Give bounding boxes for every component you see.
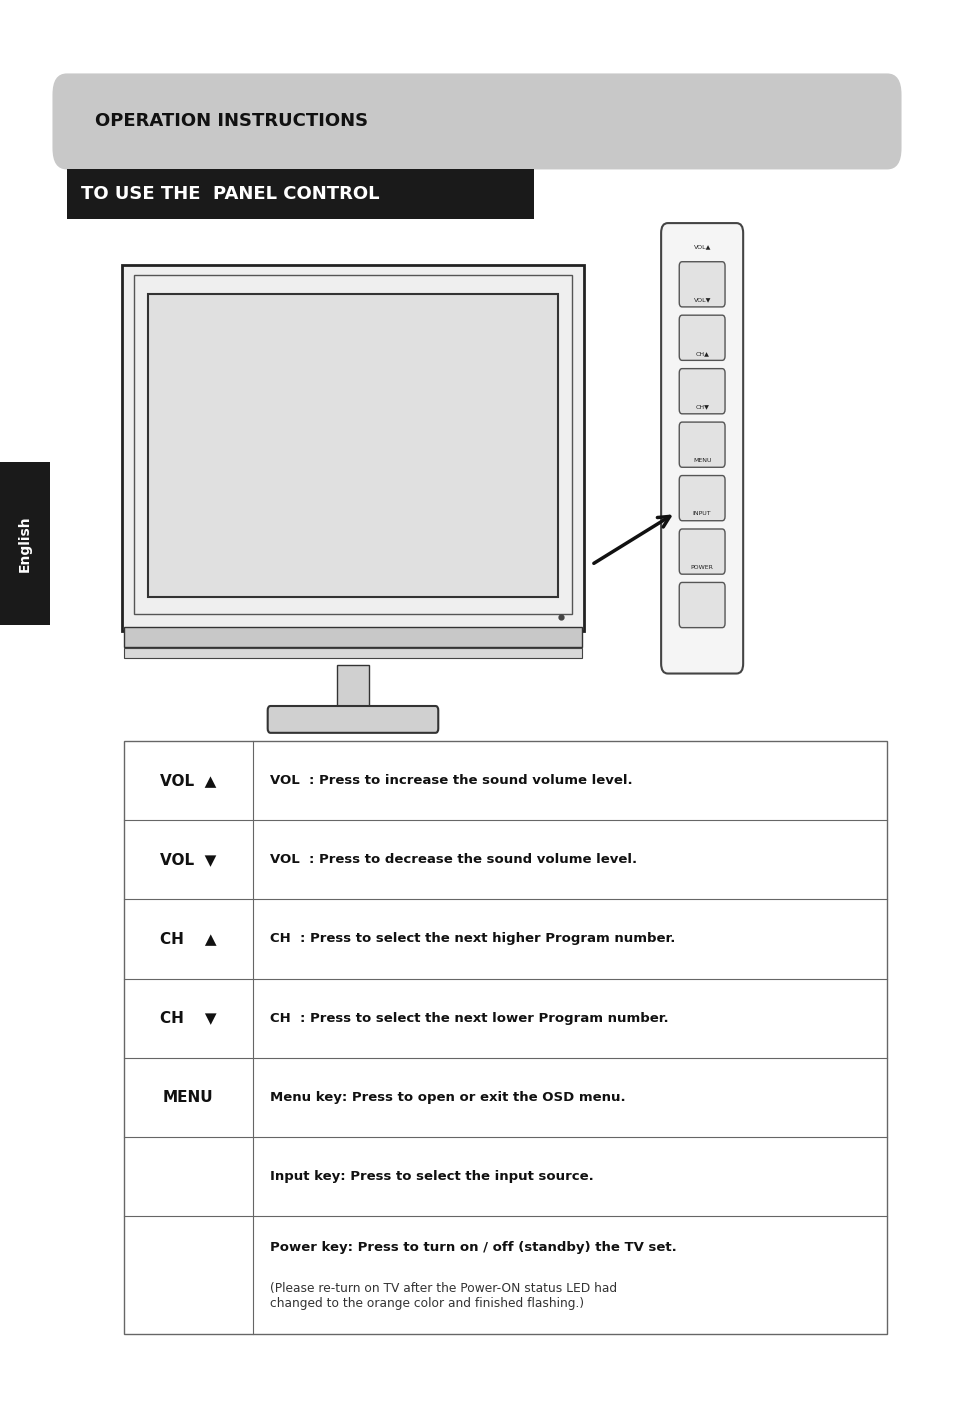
FancyBboxPatch shape — [52, 73, 901, 169]
Text: CH    ▼: CH ▼ — [160, 1011, 216, 1025]
Bar — [133, 275, 572, 614]
FancyBboxPatch shape — [679, 583, 724, 628]
Bar — [336, 665, 369, 714]
Text: INPUT: INPUT — [692, 511, 711, 517]
Text: OPERATION INSTRUCTIONS: OPERATION INSTRUCTIONS — [95, 113, 368, 130]
Text: MENU: MENU — [163, 1090, 213, 1104]
FancyBboxPatch shape — [660, 223, 742, 674]
Text: VOL  ▼: VOL ▼ — [160, 853, 216, 867]
Text: Input key: Press to select the input source.: Input key: Press to select the input sou… — [270, 1169, 593, 1183]
Text: English: English — [18, 515, 31, 572]
Text: VOL▲: VOL▲ — [693, 244, 710, 249]
Text: VOL  : Press to increase the sound volume level.: VOL : Press to increase the sound volume… — [270, 774, 632, 788]
Bar — [124, 627, 581, 647]
FancyBboxPatch shape — [268, 706, 437, 733]
FancyBboxPatch shape — [679, 476, 724, 521]
Text: POWER: POWER — [690, 565, 713, 569]
Text: Menu key: Press to open or exit the OSD menu.: Menu key: Press to open or exit the OSD … — [270, 1090, 625, 1104]
Text: VOL  ▲: VOL ▲ — [160, 774, 216, 788]
Text: Power key: Press to turn on / off (standby) the TV set.: Power key: Press to turn on / off (stand… — [270, 1241, 676, 1254]
FancyBboxPatch shape — [679, 369, 724, 414]
FancyBboxPatch shape — [679, 315, 724, 360]
FancyBboxPatch shape — [67, 169, 534, 219]
Bar — [124, 648, 581, 658]
Bar — [148, 294, 558, 597]
FancyBboxPatch shape — [122, 265, 583, 631]
Text: CH    ▲: CH ▲ — [160, 932, 216, 946]
Text: MENU: MENU — [692, 457, 711, 463]
Text: VOL▼: VOL▼ — [693, 298, 710, 302]
Text: VOL  : Press to decrease the sound volume level.: VOL : Press to decrease the sound volume… — [270, 853, 637, 867]
Text: TO USE THE  PANEL CONTROL: TO USE THE PANEL CONTROL — [81, 185, 379, 203]
Text: CH▲: CH▲ — [695, 352, 708, 356]
Bar — [124, 741, 886, 1334]
FancyBboxPatch shape — [679, 530, 724, 575]
Text: CH  : Press to select the next higher Program number.: CH : Press to select the next higher Pro… — [270, 932, 675, 946]
FancyBboxPatch shape — [679, 422, 724, 467]
Text: CH  : Press to select the next lower Program number.: CH : Press to select the next lower Prog… — [270, 1011, 668, 1025]
Text: (Please re-turn on TV after the Power-ON status LED had
changed to the orange co: (Please re-turn on TV after the Power-ON… — [270, 1282, 617, 1310]
Text: CH▼: CH▼ — [695, 404, 708, 409]
FancyBboxPatch shape — [679, 261, 724, 306]
FancyBboxPatch shape — [0, 463, 50, 624]
